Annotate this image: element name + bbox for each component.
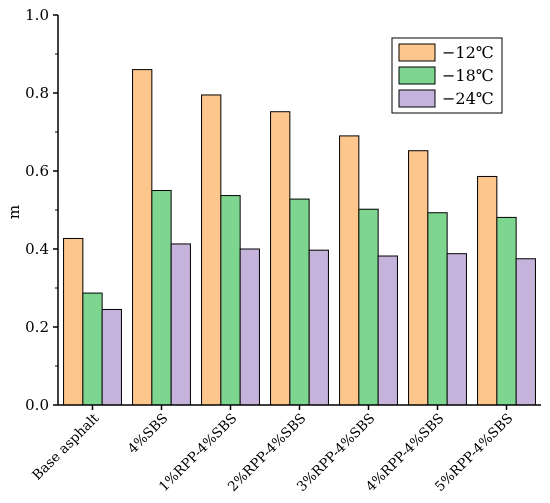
bar-1-7: [477, 175, 498, 406]
bar-2-1: [82, 292, 103, 406]
y-ticks-layer: 0.0 0.2 0.4 0.6 0.8 1.0: [25, 6, 58, 414]
y-tick-label: 1.0: [25, 6, 49, 24]
bar-3-3: [239, 248, 260, 406]
bar-3-2: [170, 243, 191, 406]
bar-2-7: [496, 216, 517, 406]
bar-2-2: [151, 190, 172, 406]
bar-2-4: [289, 198, 310, 406]
legend-swatch: [398, 66, 436, 85]
bar-3-7: [515, 258, 536, 406]
bar-3-6: [446, 253, 467, 406]
x-category-label: Base asphalt: [29, 410, 102, 483]
y-tick-label: 0.4: [25, 240, 49, 258]
bar-2-5: [358, 208, 379, 406]
legend-label: −12℃: [442, 43, 494, 62]
legend-label: −24℃: [442, 89, 494, 108]
y-axis-title: m: [5, 205, 23, 219]
bar-1-4: [270, 111, 291, 406]
bar-3-1: [101, 308, 122, 406]
x-ticks-layer: Base asphalt 4%SBS1%RPP-4%SBS2%RPP-4%SBS3…: [29, 405, 516, 495]
legend-swatch: [398, 89, 436, 108]
legend: −12℃ −18℃ −24℃: [391, 37, 503, 114]
y-tick-label: 0.2: [25, 318, 49, 336]
bars-layer: [63, 69, 536, 406]
bar-1-3: [201, 94, 222, 406]
y-tick-label: 0.0: [25, 396, 49, 414]
bar-3-4: [308, 249, 329, 406]
y-tick-label: 0.8: [25, 84, 49, 102]
bar-2-3: [220, 195, 241, 406]
bar-3-5: [377, 255, 398, 406]
bar-1-2: [132, 69, 153, 406]
x-category-label: 4%SBS: [125, 411, 172, 458]
legend-label: −18℃: [442, 66, 494, 85]
bar-1-1: [63, 237, 84, 406]
bar-1-5: [339, 135, 360, 406]
bar-2-6: [427, 212, 448, 406]
bar-1-6: [408, 150, 429, 406]
legend-swatch: [398, 43, 436, 62]
y-tick-label: 0.6: [25, 162, 49, 180]
